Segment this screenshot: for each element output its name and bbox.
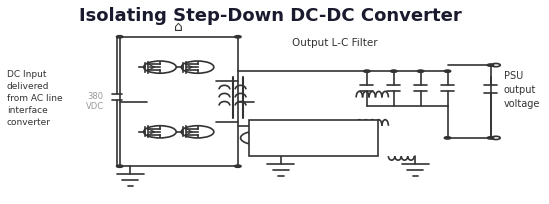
Text: Output L-C Filter: Output L-C Filter <box>292 38 378 48</box>
Circle shape <box>363 71 370 73</box>
Circle shape <box>444 71 451 73</box>
Circle shape <box>116 36 123 39</box>
Circle shape <box>417 71 424 73</box>
Circle shape <box>444 137 451 139</box>
Text: PSU
output
voltage: PSU output voltage <box>504 71 540 109</box>
Circle shape <box>488 65 494 67</box>
Text: Isolating Step-Down DC-DC Converter: Isolating Step-Down DC-DC Converter <box>79 7 462 25</box>
Circle shape <box>488 137 494 139</box>
Text: DC Input
delivered
from AC line
interface
converter: DC Input delivered from AC line interfac… <box>7 70 63 126</box>
Circle shape <box>390 71 397 73</box>
Circle shape <box>234 36 241 39</box>
Text: 380
VDC: 380 VDC <box>86 91 104 111</box>
Text: ⌂: ⌂ <box>175 20 183 34</box>
Circle shape <box>116 165 123 168</box>
Circle shape <box>234 165 241 168</box>
Bar <box>249 120 378 156</box>
